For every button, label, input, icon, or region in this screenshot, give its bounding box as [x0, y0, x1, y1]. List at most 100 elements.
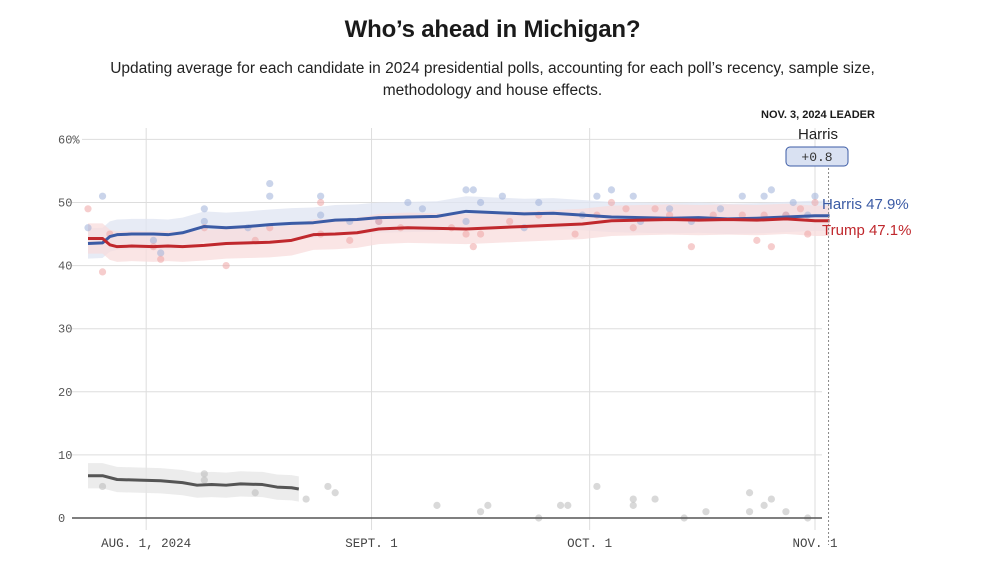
poll-dot-harris	[476, 198, 485, 207]
poll-dot-harris	[157, 249, 165, 257]
y-tick-label: 10	[58, 449, 72, 463]
poll-dot-trump	[222, 262, 230, 270]
leader-name: Harris	[798, 126, 838, 143]
poll-dot-harris	[469, 186, 477, 194]
band-other	[88, 463, 299, 502]
poll-dot-other	[200, 476, 208, 484]
poll-dot-harris	[760, 192, 768, 200]
poll-dot-other	[476, 508, 485, 516]
poll-dot-harris	[266, 179, 274, 188]
poll-dot-harris	[789, 198, 797, 207]
poll-dot-harris	[317, 192, 325, 200]
y-tick-label: 40	[58, 260, 72, 274]
grid-lines	[72, 128, 822, 530]
leader-margin-badge	[785, 146, 849, 167]
poll-dot-trump	[506, 217, 514, 226]
poll-dot-trump	[84, 205, 92, 213]
poll-dot-harris	[811, 192, 819, 200]
x-tick-label: OCT. 1	[567, 537, 612, 551]
poll-dot-trump	[738, 211, 746, 219]
poll-dot-harris	[593, 192, 601, 200]
poll-dot-trump	[804, 230, 812, 238]
poll-dot-trump	[629, 224, 637, 232]
poll-dot-harris	[418, 205, 427, 213]
poll-dot-other	[702, 508, 710, 516]
poll-dot-trump	[317, 198, 325, 207]
poll-dot-other	[98, 482, 107, 491]
y-tick-label: 0	[58, 512, 65, 526]
poll-dot-harris	[266, 192, 274, 200]
poll-dot-harris	[84, 224, 92, 232]
poll-dot-trump	[607, 198, 616, 207]
poll-dot-trump	[753, 236, 761, 244]
poll-dot-harris	[767, 186, 775, 194]
x-tick-label: AUG. 1, 2024	[101, 537, 191, 551]
poll-dot-trump	[462, 230, 470, 238]
trend-line-harris	[87, 209, 830, 246]
poll-dot-other	[564, 501, 572, 509]
poll-dot-trump	[622, 205, 630, 213]
end-label-harris: Harris 47.9%	[822, 196, 909, 213]
poll-dot-harris	[716, 205, 725, 213]
poll-dot-harris	[498, 192, 506, 200]
poll-dot-trump	[811, 198, 819, 207]
poll-dot-other	[251, 489, 259, 497]
poll-dot-trump	[346, 236, 354, 244]
poll-dot-other	[433, 501, 441, 509]
poll-dot-other	[331, 489, 339, 497]
trend-lines	[87, 209, 830, 491]
x-tick-label: SEPT. 1	[345, 537, 398, 551]
poll-dot-trump	[98, 268, 107, 276]
trend-line-trump	[88, 217, 830, 249]
poll-dot-other	[782, 508, 790, 516]
poll-dot-harris	[98, 192, 107, 200]
leader-margin: +0.8	[801, 150, 832, 165]
poll-dot-other	[629, 501, 637, 509]
poll-dot-trump	[469, 243, 477, 251]
y-tick-label: 60%	[58, 133, 80, 147]
poll-dot-other	[484, 501, 492, 509]
poll-dot-other	[745, 489, 754, 497]
chart-title: Who’s ahead in Michigan?	[344, 16, 641, 43]
poll-dot-trump	[571, 230, 579, 238]
end-label-trump: Trump 47.1%	[822, 222, 911, 239]
x-tick-label: NOV. 1	[792, 537, 837, 551]
axes: 0 10 20 30 40 50 60% AUG. 1, 2024 SEPT. 1 OCT. 1 N…	[58, 133, 838, 551]
poll-dot-other	[593, 482, 601, 491]
poll-dot-trump	[375, 217, 383, 226]
poll-dot-harris	[200, 217, 208, 226]
poll-dot-harris	[535, 198, 543, 207]
leader-box: NOV. 3, 2024 LEADER Harris +0.8	[761, 109, 875, 545]
leader-heading: NOV. 3, 2024 LEADER	[761, 109, 875, 121]
y-tick-label: 50	[58, 197, 72, 211]
poll-dot-other	[767, 495, 775, 503]
poll-dot-other	[302, 495, 310, 503]
end-labels: Harris 47.9% Trump 47.1%	[822, 196, 911, 239]
poll-dot-harris	[317, 211, 325, 219]
poll-dot-other	[651, 495, 659, 503]
poll-dot-trump	[796, 205, 805, 213]
poll-dot-harris	[738, 192, 746, 200]
chart-subtitle: Updating average for each candidate in 2…	[110, 60, 875, 99]
poll-dot-trump	[651, 205, 659, 213]
poll-dot-trump	[157, 255, 165, 263]
poll-dot-harris	[200, 205, 208, 213]
poll-dot-trump	[476, 230, 485, 238]
confidence-bands	[88, 196, 830, 502]
poll-dot-harris	[462, 186, 470, 194]
y-tick-label: 30	[58, 323, 72, 337]
poll-dot-other	[556, 501, 565, 509]
poll-dot-harris	[607, 186, 616, 194]
poll-dot-harris	[404, 198, 412, 207]
poll-dot-harris	[629, 192, 637, 200]
poll-dot-harris	[149, 236, 158, 244]
poll-dot-harris	[462, 217, 470, 226]
poll-dot-other	[760, 501, 768, 509]
poll-dot-other	[200, 470, 208, 478]
poll-dot-other	[745, 508, 754, 516]
trend-line-other	[88, 474, 300, 491]
poll-dot-trump	[687, 243, 696, 251]
poll-dot-other	[629, 495, 637, 503]
poll-dot-harris	[666, 205, 674, 213]
